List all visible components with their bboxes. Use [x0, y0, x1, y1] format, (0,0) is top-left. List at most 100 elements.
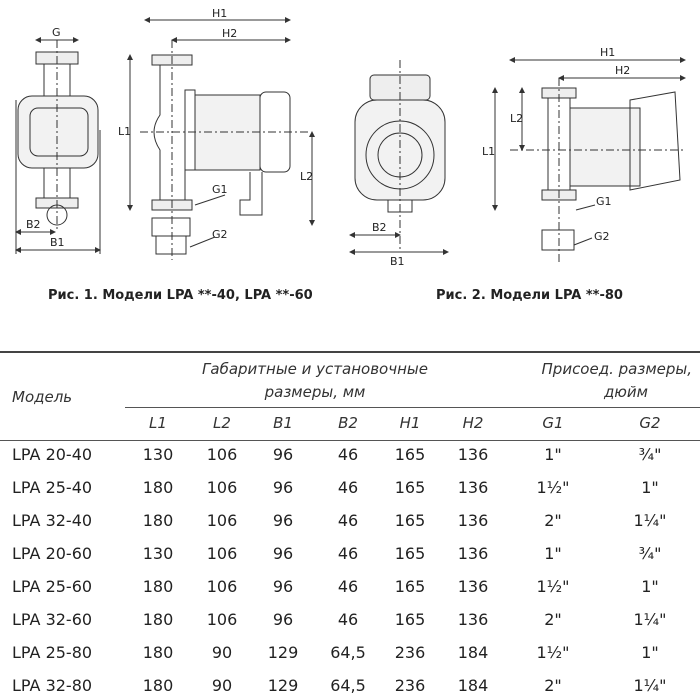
value-cell-g1: 1½" [536, 478, 570, 497]
value-cell-b1: 129 [267, 643, 299, 662]
value-cell-h1: 236 [394, 643, 426, 662]
fig1-label-l2: L2 [300, 170, 313, 183]
value-cell-l1: 180 [142, 676, 174, 695]
model-cell: LPA 32-40 [12, 511, 93, 530]
fig2-label-h2: H2 [615, 64, 630, 77]
value-cell-g1: 2" [544, 676, 562, 695]
figure-2-drawing: B2 B1 H1 H2 L1 L2 G1 G2 [349, 46, 686, 268]
value-cell-h1: 236 [394, 676, 426, 695]
value-cell-l2: 106 [206, 478, 238, 497]
value-cell-h1: 165 [394, 577, 426, 596]
value-cell-h2: 184 [457, 676, 489, 695]
value-cell-b2: 46 [337, 445, 359, 464]
figure-1-drawing: G B2 B1 H1 H2 L1 L2 G1 G2 [15, 7, 315, 260]
value-cell-b1: 129 [267, 676, 299, 695]
fig1-label-b1: B1 [50, 236, 65, 249]
value-cell-g2: ¾" [638, 544, 662, 563]
value-cell-g2: 1" [641, 577, 659, 596]
fig1-label-g1: G1 [212, 183, 228, 196]
column-header-g1: G1 [542, 414, 564, 432]
value-cell-l2: 90 [211, 643, 233, 662]
fig1-label-h2: H2 [222, 27, 237, 40]
column-header-b1: B1 [273, 414, 293, 432]
value-cell-h1: 165 [394, 445, 426, 464]
fig1-label-b2: B2 [26, 218, 41, 231]
value-cell-g1: 1" [544, 544, 562, 563]
header-group1-line1: Габаритные и установочные [202, 360, 428, 378]
value-cell-l1: 180 [142, 643, 174, 662]
value-cell-l1: 130 [142, 445, 174, 464]
value-cell-b2: 64,5 [330, 643, 366, 662]
fig2-label-g2: G2 [594, 230, 610, 243]
model-cell: LPA 25-40 [12, 478, 93, 497]
value-cell-b2: 46 [337, 610, 359, 629]
value-cell-l1: 180 [142, 478, 174, 497]
model-cell: LPA 25-80 [12, 643, 93, 662]
value-cell-h1: 165 [394, 610, 426, 629]
value-cell-g1: 1" [544, 445, 562, 464]
header-group2-line1: Присоед. размеры, [541, 360, 692, 378]
model-cell: LPA 32-80 [12, 676, 93, 695]
column-header-l2: L2 [213, 414, 231, 432]
value-cell-l2: 106 [206, 445, 238, 464]
value-cell-b2: 46 [337, 478, 359, 497]
value-cell-b2: 46 [337, 544, 359, 563]
model-cell: LPA 25-60 [12, 577, 93, 596]
fig1-label-g2: G2 [212, 228, 228, 241]
value-cell-g2: 1¼" [633, 610, 667, 629]
value-cell-g2: 1" [641, 478, 659, 497]
figure-1-caption: Рис. 1. Модели LPA **-40, LPA **-60 [48, 288, 313, 303]
fig2-label-h1: H1 [600, 46, 615, 59]
value-cell-l1: 180 [142, 511, 174, 530]
model-cell: LPA 20-40 [12, 445, 93, 464]
fig2-label-b1: B1 [390, 255, 405, 268]
value-cell-b1: 96 [272, 445, 294, 464]
header-group-rule [125, 407, 700, 408]
value-cell-l2: 106 [206, 610, 238, 629]
column-header-g2: G2 [639, 414, 661, 432]
value-cell-l2: 106 [206, 577, 238, 596]
fig2-label-b2: B2 [372, 221, 387, 234]
column-header-h1: H1 [399, 414, 421, 432]
header-bottom-rule [0, 440, 700, 441]
column-header-b2: B2 [338, 414, 358, 432]
header-model: Модель [12, 388, 73, 406]
fig2-label-l1: L1 [482, 145, 495, 158]
figure-2-caption: Рис. 2. Модели LPA **-80 [436, 288, 623, 303]
value-cell-g1: 2" [544, 610, 562, 629]
value-cell-g2: 1" [641, 643, 659, 662]
column-header-l1: L1 [149, 414, 167, 432]
value-cell-l2: 106 [206, 511, 238, 530]
value-cell-b1: 96 [272, 610, 294, 629]
value-cell-g2: 1¼" [633, 511, 667, 530]
value-cell-g1: 2" [544, 511, 562, 530]
value-cell-h2: 184 [457, 643, 489, 662]
value-cell-b1: 96 [272, 577, 294, 596]
value-cell-h2: 136 [457, 445, 489, 464]
column-header-h2: H2 [462, 414, 484, 432]
value-cell-h1: 165 [394, 511, 426, 530]
fig1-label-g: G [52, 26, 61, 39]
fig1-label-l1: L1 [118, 125, 131, 138]
model-cell: LPA 20-60 [12, 544, 93, 563]
value-cell-l2: 90 [211, 676, 233, 695]
value-cell-g1: 1½" [536, 577, 570, 596]
value-cell-b2: 46 [337, 577, 359, 596]
value-cell-h2: 136 [457, 544, 489, 563]
value-cell-l1: 180 [142, 610, 174, 629]
header-group1-line2: размеры, мм [264, 383, 366, 401]
value-cell-l1: 130 [142, 544, 174, 563]
value-cell-l2: 106 [206, 544, 238, 563]
value-cell-h1: 165 [394, 544, 426, 563]
value-cell-g2: ¾" [638, 445, 662, 464]
value-cell-h2: 136 [457, 511, 489, 530]
fig1-label-h1: H1 [212, 7, 227, 20]
value-cell-g1: 1½" [536, 643, 570, 662]
fig2-label-g1: G1 [596, 195, 612, 208]
model-cell: LPA 32-60 [12, 610, 93, 629]
value-cell-h2: 136 [457, 478, 489, 497]
fig2-label-l2: L2 [510, 112, 523, 125]
value-cell-b2: 46 [337, 511, 359, 530]
header-group2-line2: дюйм [603, 383, 648, 401]
value-cell-b1: 96 [272, 511, 294, 530]
